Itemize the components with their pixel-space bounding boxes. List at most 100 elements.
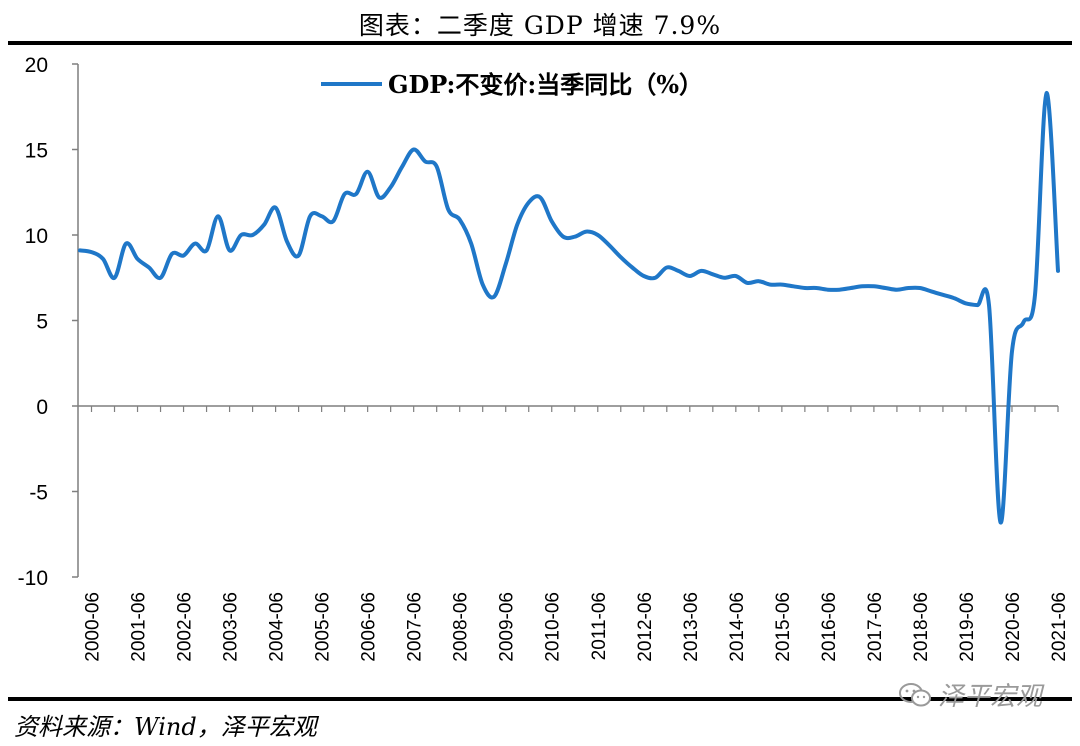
data-point [78,248,82,252]
data-point [228,248,232,252]
data-point [883,286,887,290]
x-tick-label: 2012-06 [635,592,656,662]
data-point [504,262,508,266]
data-point [90,250,94,254]
data-point [964,301,968,305]
x-tick-label: 2014-06 [727,592,748,662]
data-point [239,233,243,237]
data-point [458,218,462,222]
x-tick-label: 2018-06 [911,592,932,662]
data-point [849,286,853,290]
data-point [481,283,485,287]
data-point [400,165,404,169]
y-tick-label: -10 [18,567,48,590]
data-point [653,276,657,280]
data-point [1022,320,1026,324]
x-tick-label: 2003-06 [221,592,242,662]
data-point [918,286,922,290]
data-point [366,170,370,174]
data-point [113,276,117,280]
x-tick-label: 2011-06 [589,592,610,660]
plot-area [78,91,1060,525]
data-point [343,192,347,196]
x-tick-label: 2000-06 [83,592,104,662]
data-point [101,257,105,261]
x-tick-label: 2020-06 [1003,592,1024,662]
x-tick-label: 2004-06 [267,592,288,662]
data-point [446,207,450,211]
data-point [182,254,186,258]
data-point [826,288,830,292]
data-point [412,148,416,152]
data-point [136,257,140,261]
data-point [757,279,761,283]
y-tick-label: -5 [29,482,48,505]
watermark: 泽平宏观 [898,676,1042,713]
x-tick-label: 2021-06 [1049,592,1070,662]
chart-axes [77,64,1058,577]
x-tick-label: 2009-06 [497,592,518,662]
data-point [976,303,980,307]
data-point [941,293,945,297]
data-point [435,165,439,169]
data-point [780,283,784,287]
x-tick-label: 2006-06 [359,592,380,662]
chart-title: 图表：二季度 GDP 增速 7.9% [358,11,722,40]
y-tick-label: 10 [25,225,48,248]
data-point [791,284,795,288]
x-tick-label: 2016-06 [819,592,840,662]
data-point [1056,269,1060,273]
data-point [642,274,646,278]
data-point [561,235,565,239]
data-point [1045,91,1049,95]
data-point [492,295,496,299]
data-point [872,284,876,288]
legend: GDP:不变价:当季同比（%） [321,70,703,99]
data-point [193,242,197,246]
data-point [331,219,335,223]
data-point [999,520,1003,524]
x-tick-label: 2008-06 [451,592,472,662]
data-point [170,252,174,256]
data-point [285,240,289,244]
data-point [596,233,600,237]
data-point [216,214,220,218]
x-tick-label: 2019-06 [957,592,978,662]
y-tick-label: 15 [25,140,48,163]
data-point [515,223,519,227]
data-point [619,255,623,259]
data-point [929,289,933,293]
data-point [251,233,255,237]
data-point [676,269,680,273]
data-point [159,276,163,280]
watermark-text: 泽平宏观 [938,682,1043,712]
x-tick-label: 2007-06 [405,592,426,662]
data-point [814,286,818,290]
y-tick-label: 20 [25,54,48,77]
data-point [274,206,278,210]
data-point [745,281,749,285]
data-point [906,286,910,290]
data-point [573,235,577,239]
data-point [584,230,588,234]
data-point [860,284,864,288]
series-line-gdp [78,91,1060,525]
bottom-rule [8,697,1072,701]
x-tick-label: 2002-06 [175,592,196,662]
data-point [550,219,554,223]
data-point [699,269,703,273]
data-point [722,276,726,280]
data-point [147,266,151,270]
data-point [205,248,209,252]
y-axis-ticks: -10 -5 0 5 10 15 20 [18,54,78,590]
data-point [665,266,669,270]
x-tick-label: 2005-06 [313,592,334,662]
source-note: 资料来源：Wind，泽平宏观 [14,713,317,741]
x-tick-label: 2013-06 [681,592,702,662]
y-tick-label: 5 [36,311,48,334]
y-tick-label: 0 [36,396,48,419]
data-point [469,242,473,246]
data-point [124,242,128,246]
data-point [630,266,634,270]
